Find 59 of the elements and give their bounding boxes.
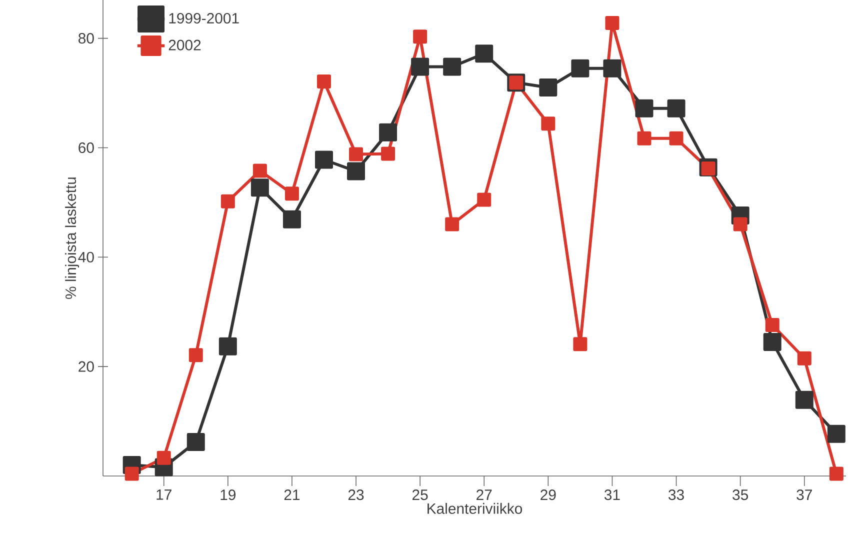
point (379, 123, 398, 142)
y-tick-label: 40 (78, 252, 94, 262)
point (637, 131, 652, 146)
legend-label: 1999-2001 (169, 12, 239, 24)
point (443, 58, 462, 76)
point (188, 348, 203, 362)
point (218, 337, 237, 356)
point (571, 59, 590, 78)
point (413, 30, 428, 44)
point (381, 146, 396, 161)
point (763, 332, 782, 351)
x-tick-label: 21 (284, 490, 300, 500)
point (573, 337, 588, 352)
point (445, 217, 460, 232)
legend-label: 2002 (168, 40, 201, 50)
point (605, 16, 620, 30)
point (701, 162, 716, 176)
y-tick-label: 60 (78, 142, 94, 153)
point (156, 450, 171, 465)
point (284, 186, 299, 201)
x-tick-label: 23 (348, 490, 364, 500)
point (667, 99, 686, 118)
point (669, 131, 684, 146)
y-axis-title: % linjoista laskettu (65, 178, 80, 299)
point (829, 466, 844, 481)
point (477, 192, 492, 207)
point (635, 99, 654, 118)
point (220, 194, 235, 208)
point (252, 164, 267, 178)
x-tick-label: 29 (540, 490, 556, 500)
y-tick-label: 80 (78, 33, 94, 44)
point (541, 116, 556, 131)
point (827, 424, 846, 443)
point (411, 58, 430, 76)
point (733, 217, 748, 232)
point (539, 78, 558, 97)
point (314, 150, 333, 169)
point (603, 59, 622, 78)
x-tick-label: 33 (668, 490, 684, 500)
point (797, 351, 812, 366)
x-axis-title: Kalenteriviikko (428, 502, 522, 514)
x-tick-label: 25 (412, 490, 428, 500)
point (765, 318, 780, 332)
y-tick-label: 20 (78, 361, 94, 372)
point (795, 390, 814, 409)
x-tick-label: 35 (732, 490, 748, 500)
point (124, 466, 139, 481)
point (347, 162, 366, 180)
point (349, 147, 364, 162)
x-tick-label: 31 (604, 490, 620, 500)
point (282, 210, 301, 228)
x-tick-label: 27 (476, 490, 492, 500)
point (250, 178, 269, 197)
x-tick-label: 17 (156, 490, 172, 500)
point (316, 74, 331, 89)
x-tick-label: 37 (796, 490, 812, 500)
point (475, 44, 494, 63)
x-tick-label: 19 (220, 490, 236, 500)
point (186, 433, 205, 452)
